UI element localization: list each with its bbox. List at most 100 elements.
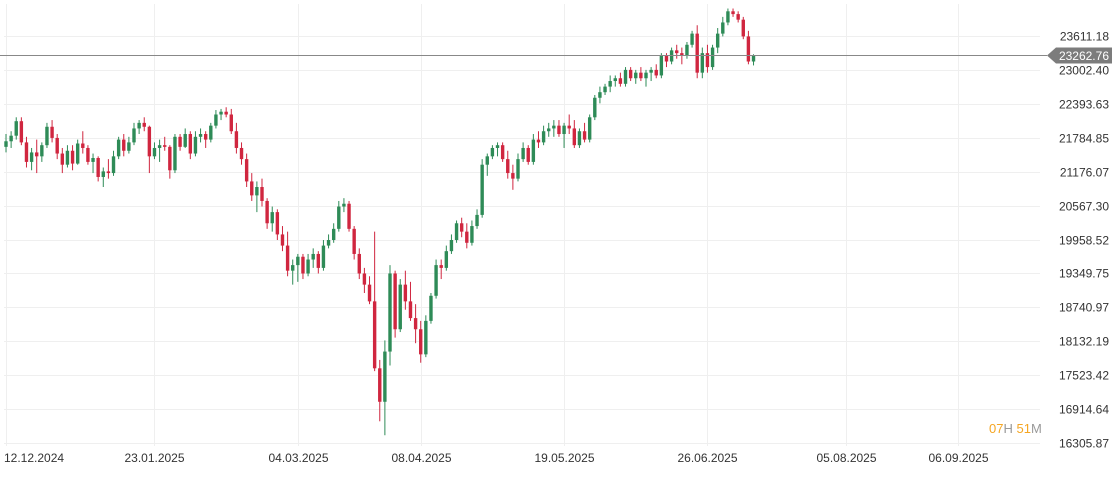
candle-body [352, 228, 356, 254]
candle-body [639, 72, 643, 79]
candle-down [224, 107, 228, 118]
candle-body [649, 69, 653, 73]
candle-down [557, 120, 561, 137]
candle-body [613, 78, 617, 82]
candle-body [480, 164, 484, 215]
candle-down [203, 131, 208, 148]
candle-body [444, 251, 449, 268]
candle-up [634, 69, 638, 84]
candle-down [393, 270, 397, 338]
candle-up [700, 47, 705, 79]
candle-body [250, 181, 254, 196]
x-tick-label: 08.04.2025 [391, 451, 451, 465]
current-price-label: 23262.76 [1059, 49, 1109, 63]
y-tick-label: 22393.63 [1059, 98, 1109, 112]
candle-body [608, 81, 612, 87]
candle-body [424, 320, 428, 355]
candle-body [495, 145, 500, 148]
candle-down [163, 136, 167, 151]
candle-body [219, 111, 223, 115]
x-tick-label: 26.06.2025 [677, 451, 737, 465]
candle-body [86, 147, 90, 162]
candle-down [55, 134, 59, 160]
candle-up [14, 117, 18, 140]
candle-up [444, 245, 449, 271]
candle-up [127, 136, 131, 154]
candle-body [454, 223, 459, 241]
candle-down [736, 11, 740, 23]
candle-up [306, 253, 310, 277]
candle-body [408, 301, 413, 319]
grid-layer [4, 4, 1040, 446]
candle-body [700, 53, 705, 73]
candle-body [690, 33, 694, 45]
candle-body [628, 69, 633, 79]
candle-up [137, 120, 141, 135]
candle-body [285, 245, 290, 271]
candle-down [378, 359, 382, 422]
candle-down [347, 200, 351, 232]
candle-body [567, 125, 571, 129]
candle-body [270, 212, 274, 224]
candle-up [193, 131, 198, 157]
candle-body [710, 47, 715, 68]
candle-body [459, 223, 464, 232]
candle-down [142, 117, 146, 132]
candle-body [296, 256, 300, 266]
candle-body [434, 265, 438, 296]
candle-up [183, 128, 187, 148]
candle-down [357, 248, 361, 280]
candle-up [255, 181, 259, 213]
candle-body [541, 131, 546, 143]
candle-down [122, 134, 126, 157]
candle-body [111, 156, 116, 174]
candle-up [623, 67, 628, 87]
candle-body [715, 33, 720, 48]
candle-body [316, 253, 321, 268]
candle-down [506, 150, 510, 179]
candle-body [654, 69, 658, 76]
candle-body [603, 86, 607, 93]
candle-body [173, 136, 177, 171]
candle-body [91, 158, 95, 162]
candle-body [393, 273, 397, 330]
candle-body [695, 33, 699, 73]
candle-body [485, 156, 489, 165]
candle-body [198, 134, 203, 137]
candle-body [572, 128, 577, 146]
candle-up [116, 136, 121, 160]
candle-down [81, 131, 85, 154]
candle-down [168, 145, 172, 179]
candle-down [618, 72, 623, 87]
candle-down [705, 44, 710, 73]
candle-down [250, 173, 254, 201]
candle-body [372, 301, 377, 369]
candle-down [301, 253, 305, 280]
y-tick-label: 21784.85 [1059, 132, 1109, 146]
y-axis: 23611.18 23002.40 22393.63 21784.85 21176.07… [1059, 30, 1109, 451]
candle-body [557, 125, 561, 135]
candle-down [459, 217, 464, 238]
y-tick-label: 18132.19 [1059, 335, 1109, 349]
countdown-minutes: 51 [1016, 421, 1031, 436]
candle-up [342, 198, 346, 213]
candle-up [157, 139, 162, 162]
candle-body [552, 125, 556, 129]
candle-body [183, 134, 187, 147]
candle-body [35, 152, 39, 157]
candle-down [419, 320, 423, 363]
candle-up [470, 220, 474, 246]
y-tick-label: 18740.97 [1059, 301, 1109, 315]
candle-down [285, 231, 290, 277]
candle-down [188, 131, 193, 160]
candle-down [465, 223, 469, 249]
candle-body [234, 131, 239, 148]
candle-body [239, 147, 244, 160]
candle-body [618, 78, 623, 84]
candle-body [19, 121, 24, 143]
candle-body [506, 159, 510, 174]
candle-body [193, 136, 198, 154]
candle-body [598, 92, 602, 98]
candle-body [419, 329, 423, 355]
